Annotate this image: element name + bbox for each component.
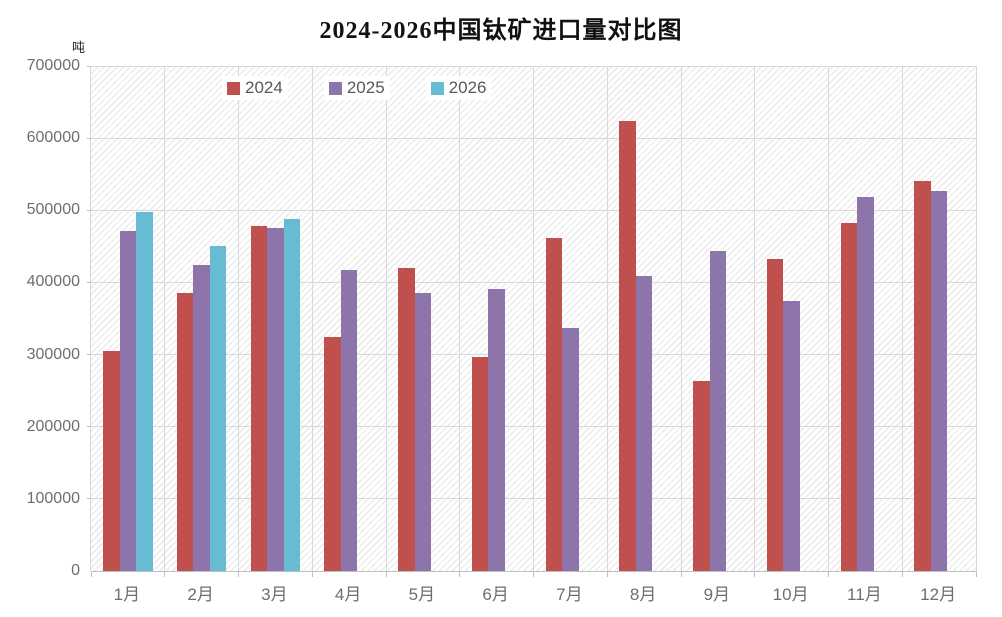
bar-2024-7月 (545, 237, 563, 571)
x-axis-tick (90, 571, 92, 577)
bar-2025-7月 (562, 327, 579, 571)
vertical-gridline (828, 66, 829, 571)
x-axis-tick (975, 571, 977, 577)
x-axis-category-label: 8月 (629, 585, 657, 604)
bar-2026-3月 (283, 218, 301, 571)
x-axis-tick (533, 571, 534, 577)
x-axis-category-label: 6月 (482, 585, 509, 604)
bar-2024-5月 (398, 268, 415, 571)
legend-marker-2025 (328, 81, 342, 95)
bar-2024-3月 (250, 226, 268, 571)
x-axis-tick (164, 571, 166, 577)
y-axis-tick (87, 209, 91, 211)
bar-2024-6月 (471, 356, 489, 571)
chart-title: 2024-2026中国钛矿进口量对比图 (319, 18, 683, 44)
y-axis-tick (87, 137, 91, 139)
y-axis-tick-label: 200000 (26, 417, 80, 435)
vertical-gridline (311, 66, 313, 571)
vertical-gridline (533, 66, 534, 571)
bar-2024-9月 (693, 380, 710, 571)
x-axis-tick (680, 571, 682, 577)
legend-item-2024: 2024 (222, 76, 288, 100)
legend-label-2024: 2024 (245, 78, 283, 97)
vertical-gridline (680, 66, 682, 571)
y-axis-tick (87, 426, 91, 428)
x-axis-tick (459, 571, 461, 577)
vertical-gridline (975, 66, 977, 571)
x-axis-tick (606, 571, 608, 577)
bar-2025-1月 (119, 230, 137, 571)
legend-label-2026: 2026 (448, 78, 487, 97)
y-axis-tick-label: 600000 (26, 129, 80, 147)
x-axis-category-label: 5月 (408, 585, 436, 604)
y-axis-tick (87, 354, 91, 356)
x-axis-tick (385, 571, 387, 577)
bar-2025-12月 (930, 190, 948, 571)
bar-2025-3月 (267, 228, 284, 571)
legend-item-2026: 2026 (425, 76, 492, 100)
y-axis-tick-label: 0 (71, 562, 80, 579)
bar-2025-10月 (783, 301, 800, 571)
vertical-gridline (754, 66, 756, 571)
legend-marker-2024 (227, 81, 240, 95)
vertical-gridline (606, 66, 608, 571)
x-axis-tick (238, 571, 239, 577)
y-axis-unit-label: 吨 (72, 40, 86, 55)
legend: 2024 2025 2026 (222, 76, 492, 100)
x-axis-category-label: 4月 (334, 585, 362, 604)
y-axis-tick-label: 100000 (26, 489, 80, 507)
x-axis-tick (754, 571, 756, 577)
x-axis-category-label: 9月 (703, 585, 731, 604)
x-axis-category-label: 11月 (847, 585, 882, 604)
x-axis-category-label: 10月 (772, 585, 809, 604)
vertical-gridline (238, 66, 239, 571)
bar-2024-12月 (914, 180, 931, 571)
x-axis-line (91, 571, 977, 572)
legend-item-2025: 2025 (323, 76, 390, 100)
legend-marker-2026 (430, 81, 444, 95)
bar-2024-11月 (840, 222, 858, 571)
bar-2024-2月 (176, 292, 194, 571)
y-axis-tick-label: 300000 (26, 345, 80, 363)
y-axis-tick (87, 498, 91, 500)
x-axis-tick (311, 571, 313, 577)
bar-2025-9月 (709, 250, 727, 571)
vertical-gridline (459, 66, 461, 571)
vertical-gridline (901, 66, 903, 571)
bar-2024-1月 (103, 350, 120, 571)
x-axis-category-label: 2月 (187, 585, 214, 604)
x-axis-tick (828, 571, 829, 577)
x-axis-category-label: 12月 (920, 585, 957, 604)
x-axis-tick (901, 571, 903, 577)
y-axis-tick-label: 400000 (26, 273, 80, 291)
bar-2026-1月 (136, 212, 153, 571)
bar-2026-2月 (209, 246, 227, 571)
y-axis-tick-label: 500000 (26, 201, 80, 219)
bar-2025-5月 (414, 293, 432, 571)
vertical-gridline (385, 66, 387, 571)
legend-label-2025: 2025 (346, 78, 385, 97)
bar-2025-4月 (340, 270, 358, 571)
y-axis-tick (87, 65, 91, 67)
bar-2025-11月 (857, 196, 874, 571)
vertical-gridline (164, 66, 166, 571)
x-axis-category-label: 1月 (113, 585, 141, 604)
bar-2025-6月 (488, 288, 505, 571)
bar-2025-8月 (635, 275, 653, 571)
bar-2024-10月 (766, 259, 784, 571)
y-axis-tick (87, 281, 91, 283)
x-axis-category-label: 7月 (556, 585, 583, 604)
y-axis-tick-label: 700000 (26, 57, 80, 74)
bar-2024-4月 (324, 336, 341, 571)
bar-2024-8月 (619, 120, 636, 571)
bar-2025-2月 (193, 265, 210, 571)
plot-area (87, 65, 977, 577)
x-axis-category-label: 3月 (261, 585, 288, 604)
